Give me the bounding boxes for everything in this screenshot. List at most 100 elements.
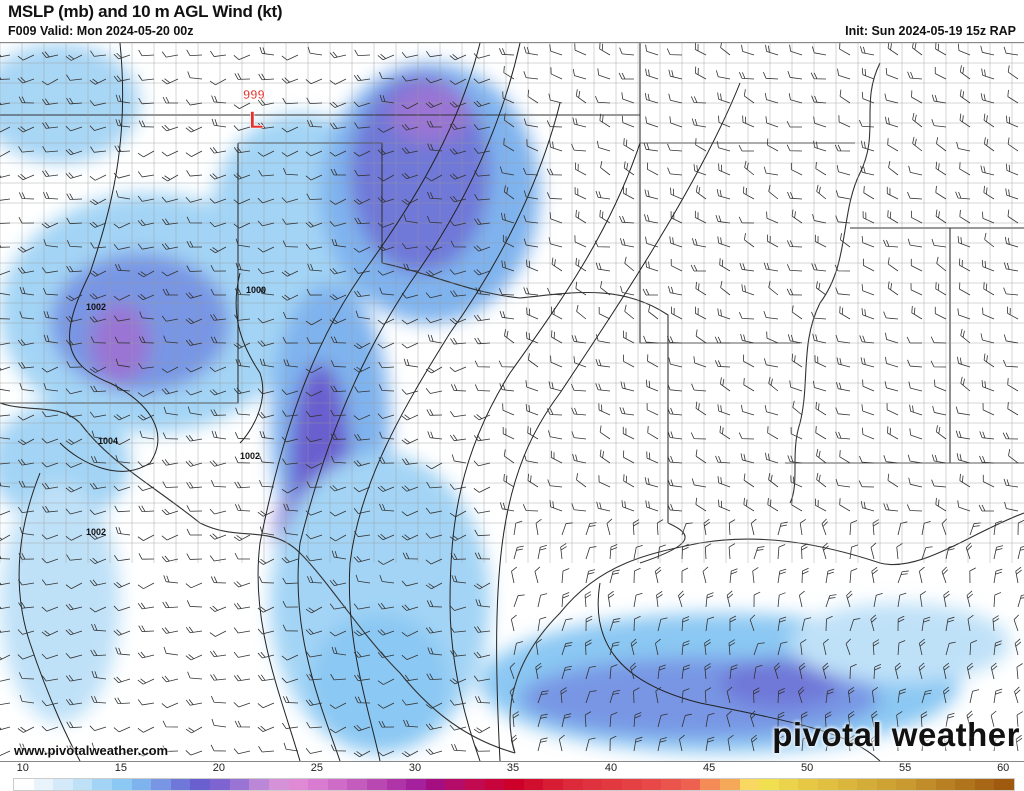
wind-barb bbox=[305, 410, 323, 418]
wind-barb bbox=[523, 167, 539, 176]
wind-barb bbox=[571, 143, 587, 152]
wind-barb bbox=[0, 534, 11, 542]
wind-barb bbox=[41, 700, 59, 707]
wind-barb bbox=[307, 263, 323, 272]
wind-barb bbox=[185, 626, 203, 634]
wind-barb bbox=[993, 688, 1003, 704]
wind-barb bbox=[668, 69, 683, 80]
wind-barb bbox=[551, 306, 563, 320]
wind-barb bbox=[763, 311, 779, 320]
wind-barb bbox=[499, 502, 515, 512]
wind-barb bbox=[0, 626, 11, 634]
wind-barb bbox=[90, 242, 107, 249]
wind-barb bbox=[1007, 402, 1019, 416]
wind-barb bbox=[983, 282, 995, 296]
wind-barb bbox=[957, 308, 971, 320]
wind-barb bbox=[114, 145, 131, 152]
wind-barb bbox=[790, 475, 803, 488]
wind-barb bbox=[403, 263, 419, 272]
wind-barb bbox=[993, 640, 1002, 656]
wind-barb bbox=[65, 628, 83, 636]
wind-barb bbox=[726, 686, 733, 704]
wind-barb bbox=[378, 720, 395, 728]
colorbar-bin bbox=[288, 779, 309, 790]
wind-barb bbox=[137, 150, 155, 158]
wind-barb bbox=[993, 592, 1002, 608]
wind-barb bbox=[715, 455, 731, 464]
wind-barb bbox=[786, 264, 803, 272]
wind-barb bbox=[561, 713, 572, 728]
wind-barb bbox=[330, 360, 347, 368]
wind-barb bbox=[401, 172, 419, 180]
wind-barb bbox=[546, 192, 563, 200]
wind-barb bbox=[235, 358, 251, 368]
wind-barb bbox=[656, 519, 664, 536]
wind-barb bbox=[681, 640, 690, 656]
wind-barb bbox=[657, 737, 668, 752]
wind-barb bbox=[955, 191, 971, 200]
wind-barb bbox=[598, 307, 611, 320]
wind-barb bbox=[670, 211, 683, 224]
wind-barb bbox=[1015, 566, 1022, 584]
wind-barb bbox=[897, 521, 908, 536]
wind-barb bbox=[897, 735, 904, 752]
wind-barb bbox=[233, 602, 251, 610]
wind-barb bbox=[499, 166, 515, 176]
wind-barb bbox=[259, 526, 275, 536]
wind-barb bbox=[503, 185, 515, 200]
wind-barb bbox=[377, 413, 395, 419]
wind-barb bbox=[18, 672, 35, 680]
wind-barb bbox=[137, 293, 155, 301]
wind-barb bbox=[811, 311, 827, 320]
wind-barb bbox=[0, 579, 11, 586]
wind-barb bbox=[41, 579, 59, 586]
wind-barb bbox=[596, 140, 611, 152]
wind-barb bbox=[561, 568, 570, 584]
wind-barb bbox=[66, 745, 83, 752]
wind-barb bbox=[872, 519, 880, 536]
wind-barb bbox=[704, 663, 711, 680]
wind-barb bbox=[764, 92, 779, 104]
wind-barb bbox=[305, 78, 323, 85]
wind-barb bbox=[959, 473, 971, 488]
colorbar-bin bbox=[994, 779, 1015, 790]
wind-barb bbox=[764, 405, 779, 416]
wind-barb bbox=[523, 238, 539, 248]
wind-barb bbox=[186, 600, 203, 608]
wind-barb bbox=[473, 460, 491, 467]
wind-barb bbox=[353, 486, 371, 493]
wind-barb bbox=[767, 138, 779, 152]
wind-barb bbox=[163, 406, 179, 416]
wind-barb bbox=[969, 567, 976, 584]
weather-map[interactable]: 1000 1002 1004 1002 1002 999 L bbox=[0, 42, 1024, 762]
wind-barb bbox=[115, 119, 131, 128]
wind-barb bbox=[18, 192, 35, 200]
wind-barb bbox=[726, 710, 732, 728]
wind-barb bbox=[137, 750, 155, 757]
wind-barb bbox=[1006, 163, 1019, 176]
wind-barb bbox=[378, 384, 395, 392]
wind-barb bbox=[258, 170, 275, 177]
wind-barb bbox=[233, 125, 251, 131]
wind-barb bbox=[161, 150, 179, 157]
wind-barb bbox=[945, 616, 955, 632]
wind-barb bbox=[113, 414, 131, 421]
wind-barb bbox=[473, 147, 491, 154]
wind-barb bbox=[813, 116, 827, 128]
wind-barb bbox=[887, 426, 899, 440]
wind-barb bbox=[449, 366, 467, 373]
wind-barb bbox=[474, 696, 491, 704]
wind-barb bbox=[990, 710, 997, 728]
wind-barb bbox=[401, 699, 419, 706]
wind-barb bbox=[162, 601, 179, 609]
wind-barb bbox=[598, 475, 611, 488]
wind-barb bbox=[353, 150, 371, 157]
wind-barb bbox=[89, 482, 107, 490]
wind-barb bbox=[647, 162, 659, 176]
wind-barb bbox=[666, 336, 683, 344]
wind-barb bbox=[234, 314, 251, 321]
wind-barb bbox=[306, 576, 323, 584]
wind-barb bbox=[546, 168, 563, 176]
colorbar bbox=[13, 778, 1015, 791]
wind-barb bbox=[187, 406, 203, 416]
